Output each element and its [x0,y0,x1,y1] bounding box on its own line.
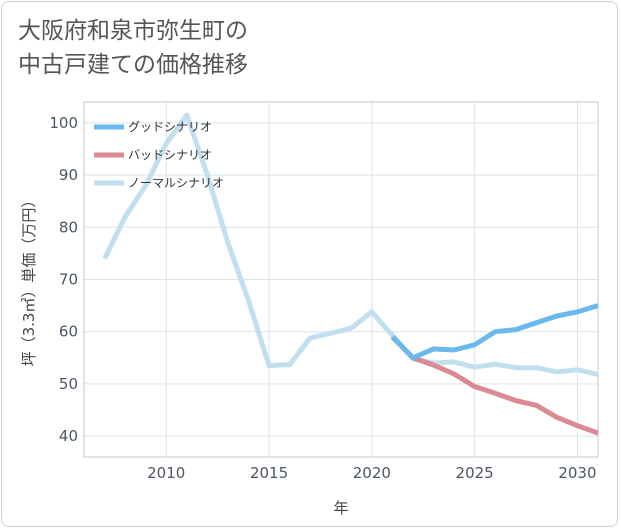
legend-label: ノーマルシナリオ [128,176,224,190]
series-line-1 [390,303,599,361]
y-tick-label: 50 [59,375,78,393]
series-line-2 [390,335,599,436]
tick-labels: 40 50 60 70 80 90 100 2010 2015 2020 2025 2030 [49,114,596,482]
y-axis-title: 坪（3.3㎡）単価（万円） [20,193,38,367]
x-tick-label: 2025 [456,464,494,482]
y-tick-label: 70 [59,271,78,289]
plot-frame [83,101,599,458]
legend-label: バッドシナリオ [128,148,212,162]
y-tick-label: 40 [59,427,78,445]
x-tick-label: 2010 [147,464,185,482]
y-tick-label: 90 [59,166,78,184]
y-tick-label: 100 [49,114,78,132]
x-tick-label: 2015 [250,464,288,482]
legend-label: グッドシナリオ [128,120,212,134]
series-line-3 [102,112,599,377]
x-tick-label: 2030 [558,464,596,482]
y-tick-label: 80 [59,218,78,236]
x-axis-title: 年 [333,499,348,517]
x-tick-label: 2020 [353,464,391,482]
series-layer [102,112,599,436]
y-tick-label: 60 [59,323,78,341]
chart-title: 大阪府和泉市弥生町の 中古戸建ての価格推移 [18,18,248,78]
